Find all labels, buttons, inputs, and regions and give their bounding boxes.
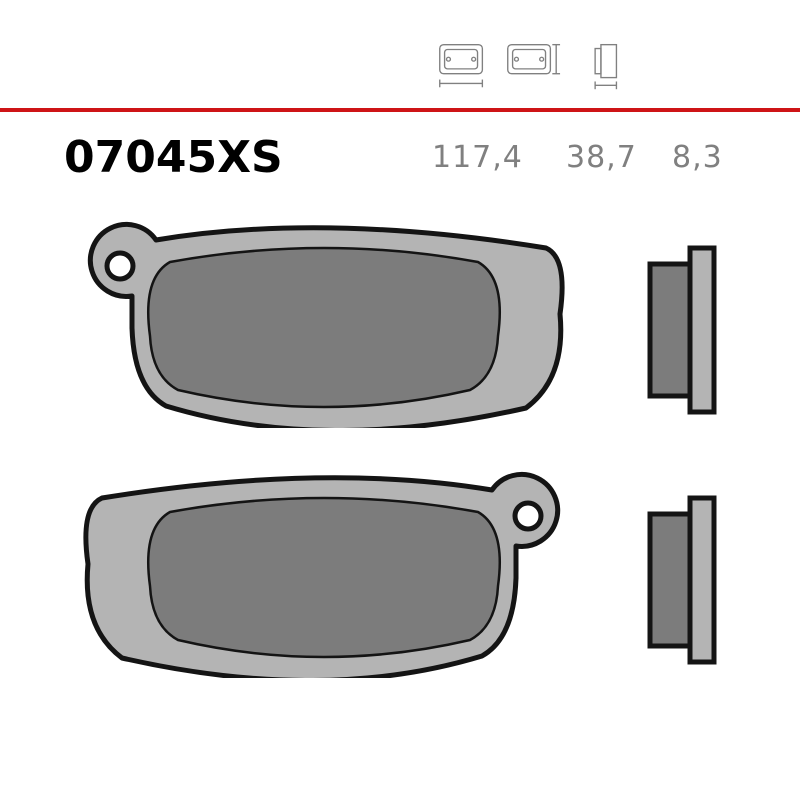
dimension-icon <box>500 38 562 92</box>
dimension-icons <box>432 38 630 92</box>
dimension-icon <box>432 38 494 92</box>
dimension-thickness: 8,3 <box>672 140 723 175</box>
brake-pad-front-bottom <box>74 468 574 678</box>
part-number: 07045XS <box>64 132 283 183</box>
brake-pad-side-top <box>640 244 722 416</box>
red-rule <box>0 108 800 112</box>
page: 07045XS 117,4 38,7 8,3 <box>0 0 800 800</box>
brake-pad-side-bottom <box>640 494 722 666</box>
dimension-width: 117,4 <box>432 140 523 175</box>
dimension-icon <box>568 38 630 92</box>
dimension-height: 38,7 <box>566 140 637 175</box>
brake-pad-front-top <box>74 218 574 428</box>
